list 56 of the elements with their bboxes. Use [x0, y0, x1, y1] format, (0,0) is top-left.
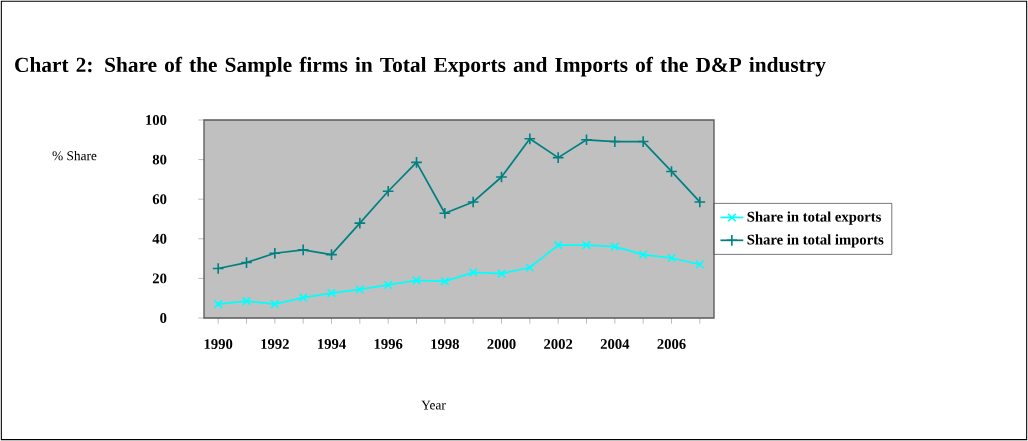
x-axis-title: Year — [421, 400, 446, 410]
point — [666, 253, 677, 263]
point — [355, 284, 365, 295]
y-tick-label: 0 — [160, 313, 167, 323]
point — [695, 259, 705, 270]
x-tick-label: 2006 — [657, 339, 686, 349]
point — [410, 156, 423, 169]
point — [297, 243, 310, 257]
point — [411, 275, 422, 285]
point — [326, 288, 337, 298]
x-tick-label: 2002 — [544, 339, 573, 349]
y-tick-label: 60 — [152, 194, 167, 205]
point — [553, 240, 563, 250]
y-tick-label: 20 — [152, 273, 167, 284]
y-tick-label: 100 — [146, 115, 167, 125]
point — [581, 240, 592, 250]
point — [637, 135, 650, 148]
point — [665, 165, 678, 178]
point — [610, 242, 620, 252]
point — [468, 267, 478, 278]
x-tick-label: 1990 — [204, 339, 233, 349]
point — [608, 135, 621, 148]
point — [240, 256, 253, 269]
point — [525, 262, 535, 273]
x-tick-label: 2000 — [487, 339, 516, 349]
point — [382, 185, 395, 198]
x-tick-label: 1998 — [431, 339, 460, 349]
y-tick-label: 80 — [152, 154, 167, 165]
point — [495, 170, 508, 184]
point — [325, 248, 338, 261]
point — [496, 269, 507, 279]
point — [438, 207, 451, 220]
x-tick-label: 1996 — [374, 339, 403, 349]
point — [523, 132, 536, 145]
point — [213, 299, 223, 309]
chart-title: Chart 2: Share of the Sample firms in Total Exports and Imports of the D&P industry — [15, 56, 826, 77]
point — [552, 151, 565, 164]
x-tick-label: 2004 — [600, 339, 630, 349]
point — [212, 262, 225, 275]
point — [638, 250, 648, 260]
point — [467, 195, 480, 209]
y-tick-label: 40 — [152, 233, 167, 244]
x-tick-label: 1994 — [318, 339, 346, 349]
legend-label: Share in total exports — [747, 211, 881, 225]
y-axis-title: % Share — [52, 150, 97, 161]
point — [268, 247, 281, 260]
point — [353, 217, 366, 230]
point — [270, 299, 280, 309]
point — [580, 133, 593, 146]
point — [383, 280, 393, 290]
point — [693, 195, 706, 209]
legend-label: Share in total imports — [747, 234, 884, 248]
point — [241, 296, 252, 306]
point — [298, 293, 308, 303]
point — [440, 276, 450, 286]
x-tick-label: 1992 — [261, 339, 289, 349]
